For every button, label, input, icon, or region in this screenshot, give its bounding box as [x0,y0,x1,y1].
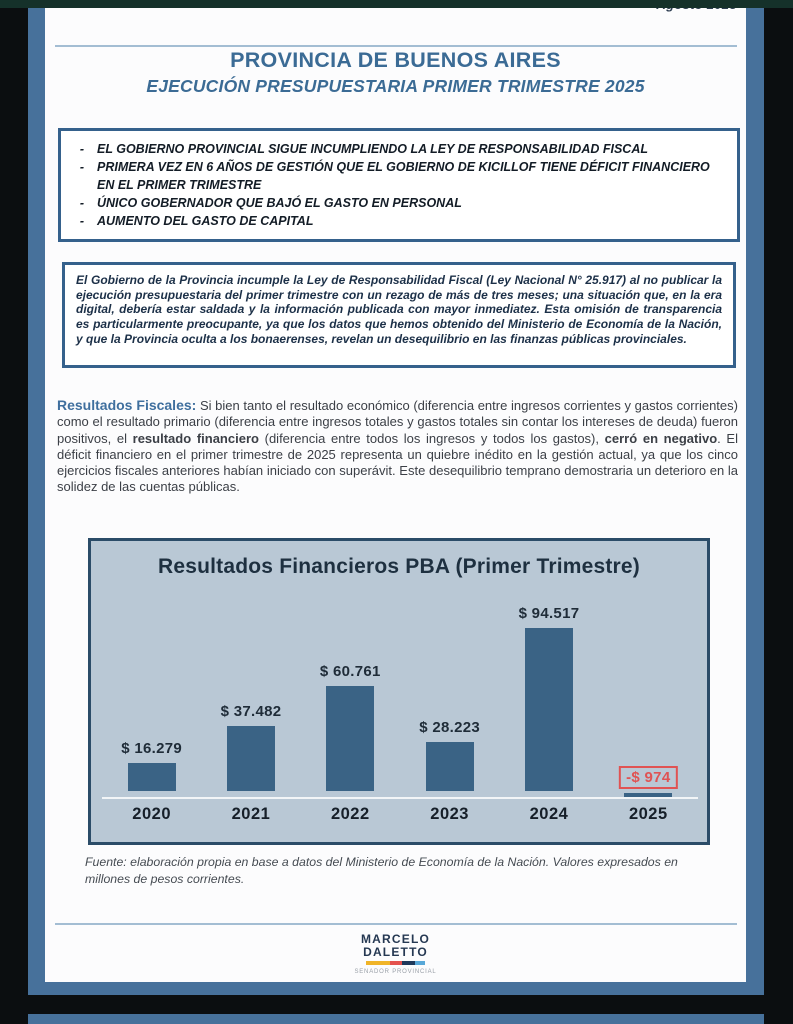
x-tick-label-2025: 2025 [628,805,668,823]
senator-logo: MARCELO DALETTO SENADOR PROVINCIAL [45,933,746,975]
x-tick-label-2023: 2023 [430,805,469,823]
fiscal-results-label: Resultados Fiscales: [57,397,197,413]
x-tick-label-2020: 2020 [132,805,172,823]
top-window-strip [0,0,793,8]
bar-value-label-2025: -$ 974 [619,766,678,789]
x-tick-label-2024: 2024 [529,805,569,823]
source-note: Fuente: elaboración propia en base a dat… [85,855,678,886]
logo-bar-segment [365,961,390,965]
list-item: - EL GOBIERNO PROVINCIAL SIGUE INCUMPLIE… [67,140,727,158]
top-divider-line [55,45,737,47]
paragraph-text: Si bien tanto el resultado económico (di… [57,398,738,446]
corner-date: Agosto 2025 [656,8,737,12]
page-title: PROVINCIA DE BUENOS AIRES [230,48,561,72]
bar-2021 [226,726,275,791]
logo-name-line2: DALETTO [363,944,428,959]
footer-divider-line [55,923,737,925]
logo-bar-segment [389,961,402,965]
highlight-text: ÚNICO GOBERNADOR QUE BAJÓ EL GASTO EN PE… [97,196,462,210]
list-item: - ÚNICO GOBERNADOR QUE BAJÓ EL GASTO EN … [67,194,727,212]
chart-bar-group-2022: $ 60.761 2022 [301,591,400,836]
logo-subtitle: SENADOR PROVINCIAL [354,968,437,975]
page-subtitle: EJECUCIÓN PRESUPUESTARIA PRIMER TRIMESTR… [146,76,645,96]
bar-value-label-2024: $ 94.517 [518,605,580,622]
bar-2024 [524,628,573,791]
bar-value-label-2020: $ 16.279 [121,740,183,757]
summary-box: El Gobierno de la Provincia incumple la … [62,262,736,368]
bar-value-label-2022: $ 60.761 [319,663,381,680]
chart-title: Resultados Financieros PBA (Primer Trime… [157,555,641,578]
chart-bar-group-2020: $ 16.279 2020 [102,591,201,836]
paragraph-bold-text: resultado financiero [132,430,259,446]
bar-2022 [326,686,375,791]
chart-bar-group-2023: $ 28.223 2023 [400,591,499,836]
bar-2023 [425,742,474,791]
highlights-box: - EL GOBIERNO PROVINCIAL SIGUE INCUMPLIE… [58,128,740,242]
fiscal-results-paragraph: Resultados Fiscales: Si bien tanto el re… [57,397,738,496]
summary-text: El Gobierno de la Provincia incumple la … [76,273,722,346]
highlight-text: EL GOBIERNO PROVINCIAL SIGUE INCUMPLIEND… [97,142,648,156]
logo-bar-segment [401,961,415,965]
x-tick-label-2021: 2021 [231,805,271,823]
chart-bar-group-2021: $ 37.482 2021 [201,591,300,836]
paragraph-text: (diferencia entre todos los ingresos y t… [258,430,605,446]
logo-color-bar [365,961,426,965]
bar-value-label-2021: $ 37.482 [220,703,282,720]
chart-bar-group-2025: -$ 974 2025 [599,591,698,836]
financial-results-chart: Resultados Financieros PBA (Primer Trime… [88,538,710,845]
bullet-dash: - [79,196,85,210]
chart-x-axis-line [102,797,698,799]
paragraph-text: . El déficit financiero en el primer tri… [57,430,738,495]
bar-value-label-2023: $ 28.223 [419,719,481,736]
bullet-dash: - [79,214,85,228]
paragraph-bold-text: cerró en negativo [604,430,718,446]
highlight-text: AUMENTO DEL GASTO DE CAPITAL [97,214,314,228]
list-item: - AUMENTO DEL GASTO DE CAPITAL [67,212,727,230]
x-tick-label-2022: 2022 [330,805,370,823]
list-item: - PRIMERA VEZ EN 6 AÑOS DE GESTIÓN QUE E… [67,158,727,194]
document-page: Agosto 2025 PROVINCIA DE BUENOS AIRES EJ… [45,8,746,982]
chart-bar-group-2024: $ 94.517 2024 [499,591,598,836]
bullet-dash: - [79,160,85,174]
logo-name-line1: MARCELO [360,932,431,946]
bar-2020 [127,763,176,791]
logo-bar-segment [414,961,426,965]
chart-plot-area: $ 16.279 2020 $ 37.482 2021 $ 60.761 2022 $ 28… [102,591,698,836]
bar-2025 [624,793,673,797]
highlight-text: PRIMERA VEZ EN 6 AÑOS DE GESTIÓN QUE EL … [97,160,710,192]
next-page-edge [28,1014,764,1024]
bullet-dash: - [79,142,85,156]
chart-bars: $ 16.279 2020 $ 37.482 2021 $ 60.761 2022 $ 28… [102,591,698,836]
